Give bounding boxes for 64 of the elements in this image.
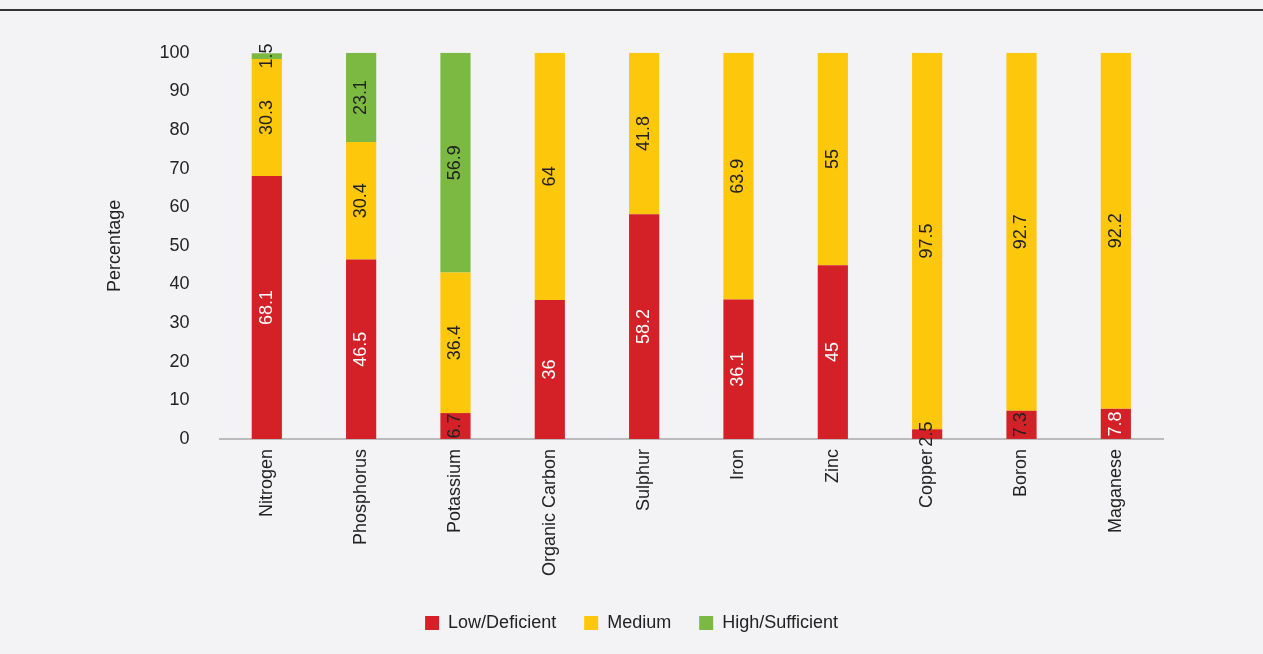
data-label: 63.9 [727,158,748,194]
y-tick-label: 0 [179,427,190,448]
bar [346,259,377,439]
data-label: 58.2 [633,309,654,345]
bar [629,214,660,439]
x-tick-label: Iron [727,448,748,480]
bar [629,52,660,215]
bar [440,272,471,414]
x-tick-label: Organic Carbon [538,448,559,577]
bar [817,265,848,439]
data-label: 7.8 [1104,411,1125,437]
data-label: 7.3 [1010,412,1031,438]
data-label: 68.1 [255,289,276,325]
legend-label: High/Sufficient [722,611,838,632]
y-tick-label: 50 [169,234,190,255]
bar [251,175,282,439]
data-label: 30.4 [350,183,371,219]
x-tick-label: Potassium [444,448,465,533]
x-tick-label: Boron [1010,448,1031,497]
bar [534,52,565,300]
y-tick-label: 90 [169,80,190,101]
bar [1100,52,1131,409]
bar [534,299,565,439]
x-tick-label: Maganese [1104,448,1125,533]
data-label: 23.1 [350,79,371,115]
data-label: 97.5 [916,223,937,259]
x-tick-label: Phosphorus [350,448,371,546]
bar [723,52,754,300]
data-label: 1.5 [255,43,276,69]
data-label: 30.3 [255,99,276,135]
bar [440,52,471,273]
y-axis-title: Percentage [103,199,124,292]
y-tick-label: 100 [159,41,190,62]
data-label: 36 [538,359,559,380]
data-label: 45 [821,342,842,363]
y-tick-label: 30 [169,312,190,333]
data-label: 55 [821,148,842,169]
y-tick-label: 10 [169,389,190,410]
data-label: 92.7 [1010,214,1031,250]
bar [1006,52,1037,411]
y-tick-label: 80 [169,119,190,139]
legend-label: Medium [607,611,672,632]
bar [346,52,377,142]
y-tick-label: 70 [169,157,190,178]
data-label: 46.5 [350,331,371,367]
data-label: 36.4 [444,325,465,361]
y-tick-label: 40 [169,273,190,294]
data-label: 92.2 [1104,213,1125,249]
data-label: 64 [538,166,559,187]
data-label: 6.7 [444,413,465,439]
bar [723,299,754,439]
data-label: 2.5 [916,421,937,447]
x-tick-label: Copper [916,448,937,508]
y-tick-label: 20 [169,350,190,371]
x-tick-label: Nitrogen [255,448,276,517]
data-label: 41.8 [633,115,654,152]
legend-label: Low/Deficient [448,611,557,632]
bar [346,142,377,260]
data-label: 56.9 [444,145,465,181]
data-label: 36.1 [727,351,748,387]
x-tick-label: Sulphur [633,448,654,511]
x-tick-label: Zinc [821,448,842,483]
y-tick-label: 60 [169,196,190,217]
bar [817,52,848,266]
